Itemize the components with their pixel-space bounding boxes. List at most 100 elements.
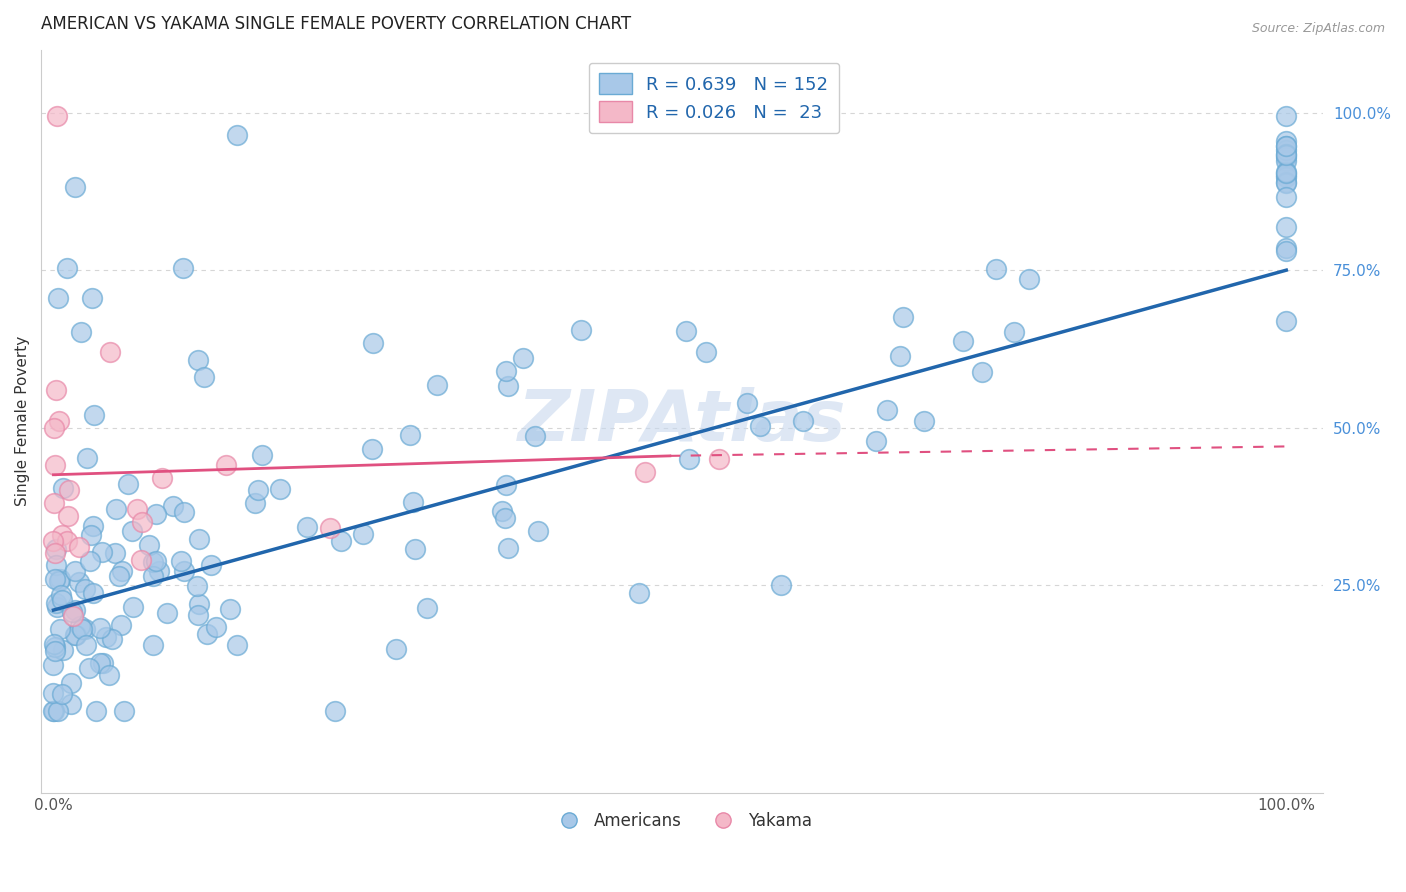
Point [323, 704, 346, 718]
Point [416, 601, 439, 615]
Point [104, 546, 127, 560]
Point [60, 676, 83, 690]
Point [1018, 271, 1040, 285]
Point [148, 565, 170, 579]
Point [42, 533, 65, 548]
Point [75, 622, 97, 636]
Point [150, 471, 173, 485]
Point [63, 628, 86, 642]
Point [695, 345, 717, 359]
Point [94, 630, 117, 644]
Point [1275, 190, 1298, 204]
Point [173, 564, 195, 578]
Text: ZIPAtlas: ZIPAtlas [517, 387, 846, 456]
Point [1275, 168, 1298, 182]
Point [1275, 109, 1298, 123]
Point [512, 351, 534, 366]
Point [45, 596, 67, 610]
Point [142, 568, 165, 582]
Point [90, 545, 112, 559]
Point [67, 540, 90, 554]
Point [709, 452, 731, 467]
Point [56, 508, 79, 523]
Point [361, 335, 384, 350]
Point [110, 617, 132, 632]
Point [162, 499, 184, 513]
Y-axis label: Single Female Poverty: Single Female Poverty [15, 336, 30, 507]
Point [76, 451, 98, 466]
Point [1275, 175, 1298, 189]
Point [125, 502, 148, 516]
Point [44, 572, 66, 586]
Point [44, 496, 66, 510]
Point [48, 414, 70, 428]
Point [215, 458, 238, 473]
Point [1275, 153, 1298, 168]
Point [247, 483, 270, 498]
Point [1275, 147, 1298, 161]
Point [52, 481, 75, 495]
Point [52, 643, 75, 657]
Point [42, 704, 65, 718]
Point [172, 260, 194, 275]
Point [970, 365, 993, 379]
Point [770, 577, 793, 591]
Point [91, 656, 114, 670]
Point [44, 644, 66, 658]
Point [385, 642, 408, 657]
Point [51, 593, 73, 607]
Point [876, 402, 898, 417]
Point [986, 262, 1008, 277]
Point [402, 495, 425, 509]
Point [45, 558, 67, 572]
Point [735, 396, 758, 410]
Point [1002, 325, 1025, 339]
Point [193, 370, 215, 384]
Point [145, 508, 167, 522]
Point [121, 524, 143, 538]
Point [404, 542, 426, 557]
Point [44, 640, 66, 654]
Point [425, 378, 447, 392]
Point [675, 324, 697, 338]
Point [792, 414, 814, 428]
Point [82, 586, 104, 600]
Point [55, 260, 77, 275]
Point [1275, 176, 1298, 190]
Point [141, 639, 163, 653]
Point [893, 310, 915, 325]
Point [219, 601, 242, 615]
Point [63, 564, 86, 578]
Point [749, 419, 772, 434]
Point [1275, 313, 1298, 327]
Point [98, 667, 121, 681]
Point [46, 599, 69, 614]
Point [329, 533, 352, 548]
Point [65, 180, 87, 194]
Point [491, 503, 513, 517]
Point [319, 521, 342, 535]
Point [42, 685, 65, 699]
Point [44, 546, 66, 560]
Point [569, 323, 592, 337]
Point [352, 527, 374, 541]
Point [186, 607, 208, 622]
Point [83, 408, 105, 422]
Point [495, 364, 517, 378]
Point [1275, 150, 1298, 164]
Point [49, 572, 72, 586]
Point [138, 538, 160, 552]
Point [42, 657, 65, 672]
Point [156, 607, 179, 621]
Point [45, 383, 67, 397]
Point [111, 564, 134, 578]
Point [496, 379, 519, 393]
Point [226, 639, 249, 653]
Point [65, 603, 87, 617]
Point [89, 657, 111, 671]
Point [1275, 134, 1298, 148]
Point [82, 519, 104, 533]
Point [45, 542, 67, 557]
Point [98, 345, 121, 359]
Point [912, 414, 935, 428]
